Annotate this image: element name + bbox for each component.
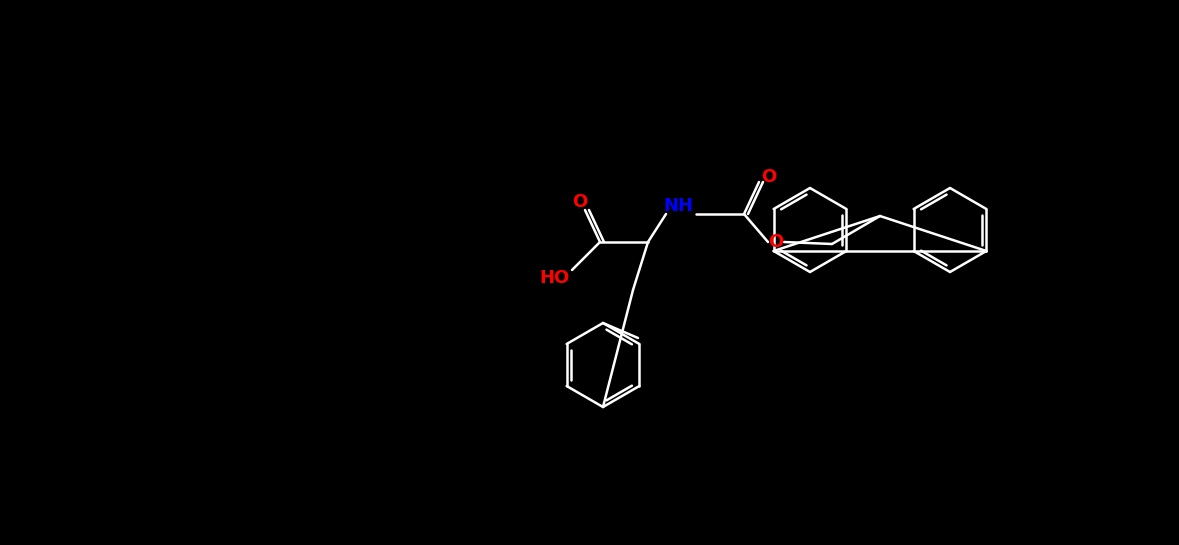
- Text: NH: NH: [663, 197, 693, 215]
- Text: O: O: [762, 168, 777, 186]
- Text: O: O: [769, 233, 784, 251]
- Text: O: O: [572, 193, 587, 211]
- Text: HO: HO: [539, 269, 569, 287]
